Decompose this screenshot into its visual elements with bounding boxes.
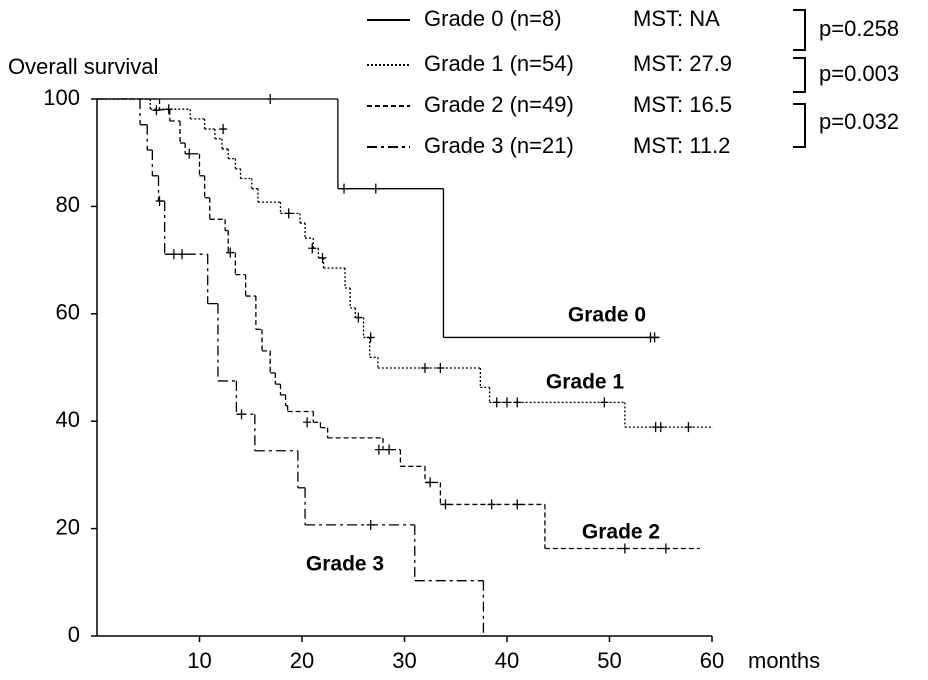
p-value: p=0.258 xyxy=(819,16,899,41)
censor-mark xyxy=(385,444,394,455)
x-tick-label: 10 xyxy=(187,648,211,673)
y-tick-label: 60 xyxy=(56,300,80,325)
curve-label: Grade 0 xyxy=(568,304,646,327)
legend-entry: Grade 2 (n=49) xyxy=(424,92,574,117)
curve-label: Grade 2 xyxy=(582,521,660,544)
censor-mark xyxy=(318,252,327,263)
curve-label: Grade 3 xyxy=(306,553,384,576)
censor-mark xyxy=(492,397,501,408)
legend-entry: Grade 0 (n=8) xyxy=(424,6,562,31)
x-axis-label: months xyxy=(748,648,820,673)
y-tick-label: 80 xyxy=(56,192,80,217)
legend-entry: Grade 3 (n=21) xyxy=(424,133,574,158)
legend-mst: MST: 16.5 xyxy=(633,92,732,117)
y-tick-label: 0 xyxy=(68,622,80,647)
legend-mst: MST: 11.2 xyxy=(633,133,730,158)
y-axis-label: Overall survival xyxy=(8,54,158,79)
censor-mark xyxy=(513,397,522,408)
legend-mst: MST: NA xyxy=(633,6,720,31)
x-tick-label: 60 xyxy=(700,648,724,673)
censor-mark xyxy=(366,332,375,343)
comparison-bracket xyxy=(793,57,806,93)
y-tick-label: 100 xyxy=(43,85,80,110)
censor-mark xyxy=(503,397,511,408)
censor-mark xyxy=(308,243,317,254)
x-tick-label: 40 xyxy=(495,648,519,673)
censor-mark xyxy=(426,477,435,488)
survival-curve xyxy=(97,98,660,339)
legend-entry: Grade 1 (n=54) xyxy=(424,51,574,76)
censor-mark xyxy=(178,249,187,260)
p-value: p=0.032 xyxy=(819,109,899,134)
censor-mark xyxy=(661,543,670,554)
censor-mark xyxy=(656,422,665,433)
x-tick-label: 50 xyxy=(597,648,621,673)
censor-mark xyxy=(155,196,164,207)
censor-mark xyxy=(371,183,380,194)
censor-mark xyxy=(600,397,609,408)
comparison-bracket xyxy=(793,9,806,51)
curve-label: Grade 1 xyxy=(546,371,625,394)
censor-mark xyxy=(226,247,235,258)
x-tick-label: 20 xyxy=(290,648,314,673)
censor-mark xyxy=(340,183,349,194)
censor-mark xyxy=(436,363,445,374)
censor-mark xyxy=(185,148,194,159)
censor-mark xyxy=(374,444,383,455)
p-value: p=0.003 xyxy=(819,61,899,86)
y-tick-label: 20 xyxy=(56,514,80,539)
comparison-bracket xyxy=(793,103,806,148)
censor-mark xyxy=(421,363,429,374)
censor-mark xyxy=(266,94,275,104)
censor-mark xyxy=(169,249,178,260)
censor-mark xyxy=(487,499,496,510)
censor-mark xyxy=(354,312,363,323)
x-tick-label: 30 xyxy=(392,648,416,673)
censor-mark xyxy=(441,499,450,510)
censor-mark xyxy=(152,105,161,116)
censor-mark xyxy=(237,409,246,420)
censor-mark xyxy=(366,519,375,530)
censor-mark xyxy=(620,543,629,554)
censor-mark xyxy=(219,124,228,135)
censor-mark xyxy=(284,208,293,219)
censor-mark xyxy=(684,422,693,433)
censor-mark xyxy=(513,499,522,510)
censor-mark xyxy=(303,417,312,428)
legend-mst: MST: 27.9 xyxy=(633,51,732,76)
survival-curve xyxy=(97,98,485,636)
censor-mark xyxy=(650,332,659,343)
y-tick-label: 40 xyxy=(56,407,80,432)
